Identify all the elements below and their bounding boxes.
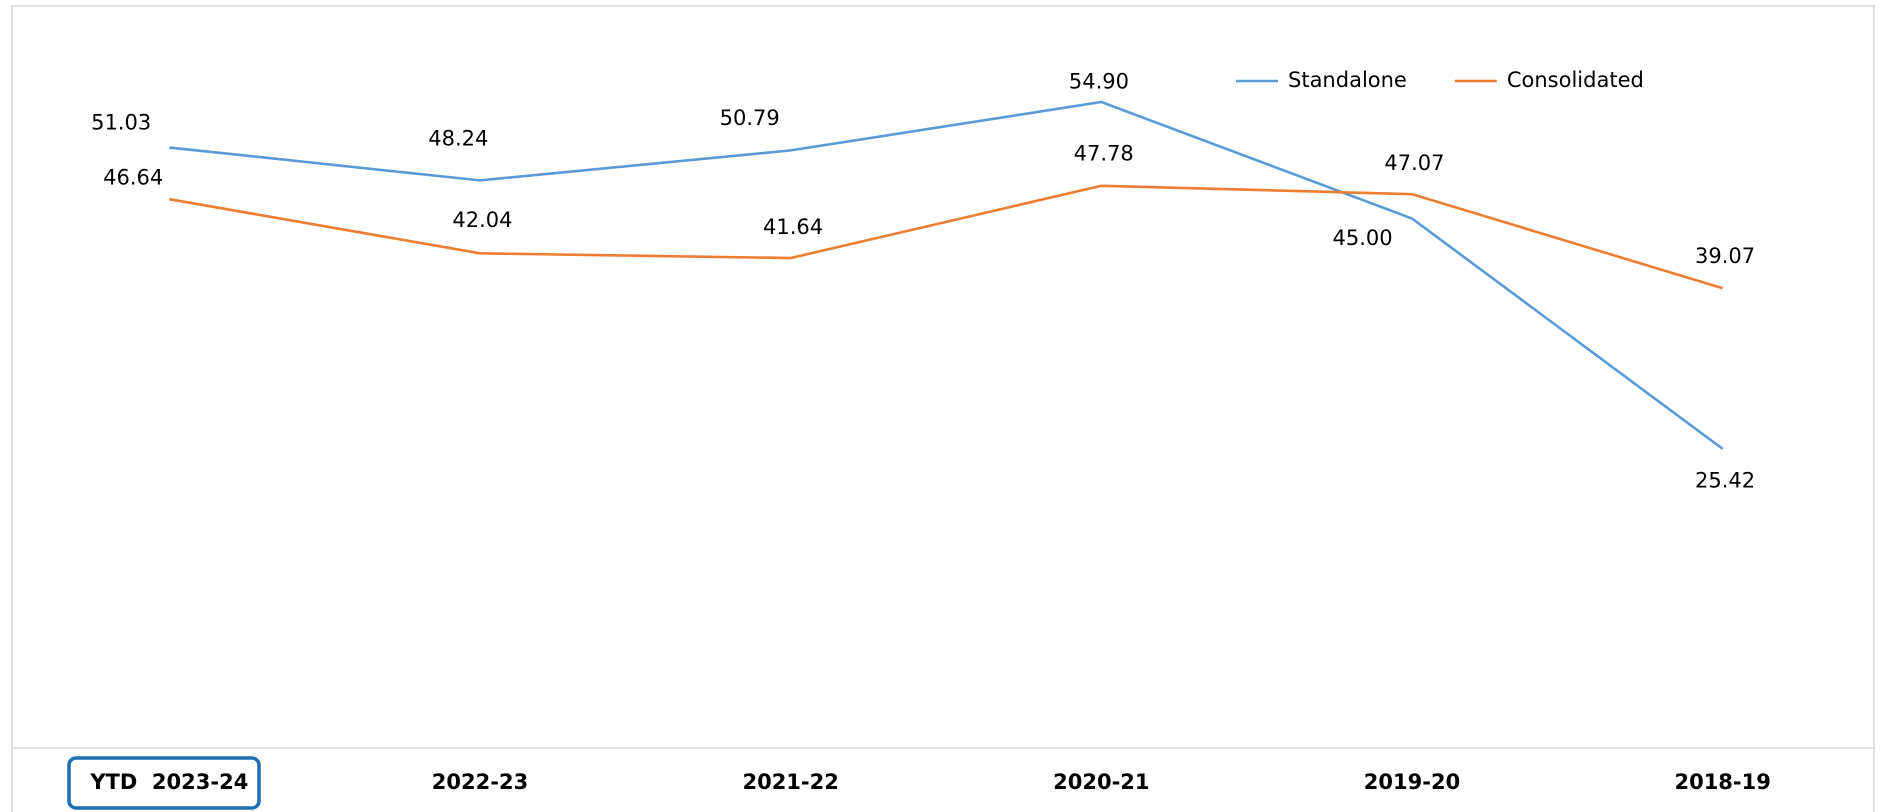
data-label: 45.00: [1333, 226, 1393, 250]
x-tick-label: 2021-22: [742, 770, 838, 794]
data-label: 50.79: [720, 106, 780, 130]
data-label: 47.78: [1074, 141, 1134, 165]
data-label: 54.90: [1069, 70, 1129, 94]
x-tick-label: 2022-23: [432, 770, 528, 794]
selected-category[interactable]: [67, 756, 261, 810]
data-label: 41.64: [763, 215, 823, 239]
line-series: [169, 184, 1724, 290]
data-label: 25.42: [1695, 468, 1755, 492]
x-tick-label: 2020-21: [1053, 770, 1149, 794]
line-series: [169, 100, 1724, 450]
data-label: 47.07: [1384, 151, 1444, 175]
data-label: 39.07: [1695, 244, 1755, 268]
x-tick-label: 2019-20: [1364, 770, 1460, 794]
data-label: 46.64: [103, 166, 163, 190]
data-label: 42.04: [452, 208, 512, 232]
chart-frame: [11, 5, 1875, 812]
data-label: 48.24: [428, 126, 488, 150]
x-tick-label: 2018-19: [1674, 770, 1770, 794]
legend-label: Consolidated: [1507, 68, 1644, 92]
x-tick-label: YTD 2023-24: [89, 770, 248, 794]
data-label: 51.03: [91, 110, 151, 134]
legend-label: Standalone: [1288, 68, 1407, 92]
